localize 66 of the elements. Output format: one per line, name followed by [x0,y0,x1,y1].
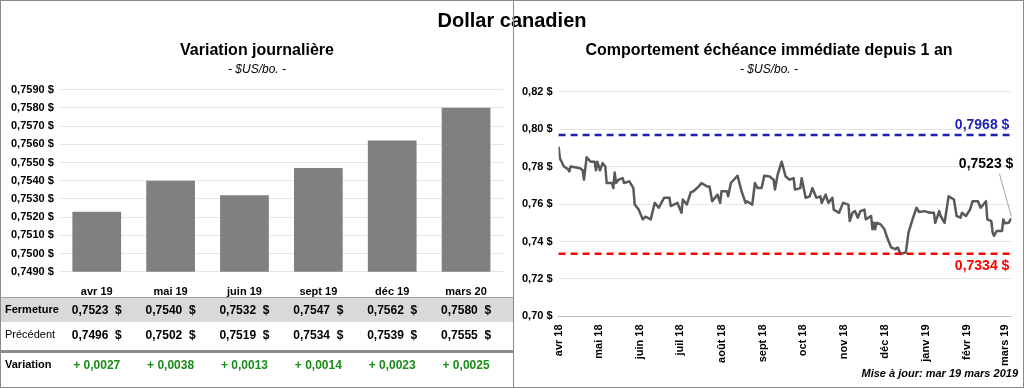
x-tick-label: août 18 [714,324,727,363]
data-label: 0,7532 $ [218,303,271,317]
y-tick-label: 0,82 $ [521,84,553,97]
y-tick-label: 0,7510 $ [10,228,54,241]
text: + 0,0023 [367,358,417,372]
annotation: 0,7523 $ [958,155,1014,172]
x-tick-label: nov 18 [837,324,850,360]
y-tick-label: 0,7540 $ [10,173,54,186]
x-tick-label: déc 19 [375,285,410,298]
text: 0,7539 $ [366,328,419,342]
y-tick-label: 0,7560 $ [10,137,54,150]
y-tick-label: 0,7580 $ [10,100,54,113]
data-label: 0,7523 $ [71,303,122,317]
x-tick-label: févr 19 [960,324,973,360]
text: 0,7519 $ [218,328,271,342]
data-label: 0,7562 $ [366,303,419,317]
y-tick-label: 0,78 $ [521,159,553,172]
text: + 0,0025 [441,358,491,372]
text: 0,7502 $ [144,328,197,342]
data-label: 0,7580 $ [440,303,493,317]
y-tick-label: 0,80 $ [521,122,553,135]
chart-subtitle: - $US/bo. - [227,62,287,76]
x-tick-label: oct 18 [796,324,809,357]
text: 0,7555 $ [440,328,493,342]
x-tick-label: mars 20 [445,285,487,298]
x-tick-label: avr 19 [80,285,113,298]
text: Variation [5,358,52,370]
chart-subtitle: - $US/bo. - [739,62,799,76]
y-tick-label: 0,7570 $ [10,119,54,132]
x-tick-label: avr 18 [551,324,564,357]
x-tick-label: janv 19 [918,324,931,363]
data-label: 0,7547 $ [292,303,345,317]
data-label: 0,7540 $ [144,303,197,317]
text: Dollar canadien [436,9,588,32]
ref-line-label: 0,7334 $ [954,256,1010,273]
text: Mise à jour: mar 19 mars 2019 [861,367,1018,379]
x-tick-label: mai 18 [591,324,604,359]
x-tick-label: déc 18 [877,324,890,359]
text: + 0,0013 [219,358,269,372]
y-tick-label: 0,7530 $ [10,191,54,204]
y-tick-label: 0,76 $ [521,197,553,210]
x-tick-label: sept 18 [755,324,768,363]
y-tick-label: 0,72 $ [521,271,553,284]
y-tick-label: 0,7500 $ [10,246,54,259]
chart-title: Variation journalière [179,41,335,59]
y-tick-label: 0,74 $ [521,234,553,247]
y-tick-label: 0,70 $ [521,309,553,322]
text: + 0,0027 [72,358,122,372]
chart-title: Comportement échéance immédiate depuis 1 an [584,41,954,59]
x-tick-label: juil 18 [673,324,686,357]
text: Précédent [5,328,56,340]
x-tick-label: juin 19 [226,285,262,298]
x-tick-label: juin 18 [633,324,646,361]
ref-line-label: 0,7968 $ [954,115,1010,132]
y-tick-label: 0,7590 $ [10,82,54,95]
text: + 0,0038 [146,358,196,372]
x-tick-label: mars 19 [997,324,1010,367]
y-tick-label: 0,7520 $ [10,210,54,223]
y-tick-label: 0,7490 $ [10,264,54,277]
text: 0,7496 $ [71,328,122,342]
x-tick-label: sept 19 [299,285,338,298]
text: + 0,0014 [293,358,343,372]
text: 0,7534 $ [292,328,345,342]
x-tick-label: mai 19 [153,285,188,298]
series-label: Fermeture [5,303,59,315]
y-tick-label: 0,7550 $ [10,155,54,168]
